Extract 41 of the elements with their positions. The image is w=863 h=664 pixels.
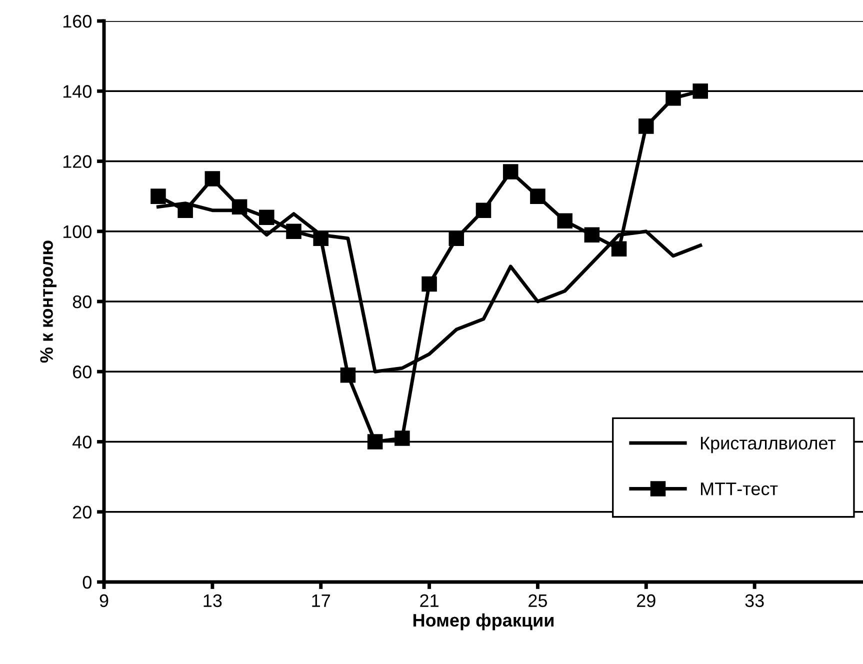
y-tick-label: 100 — [63, 225, 92, 238]
y-axis-title: % к контролю — [40, 240, 57, 363]
y-tick-label: 120 — [63, 155, 92, 168]
point — [232, 199, 248, 214]
x-tick-label: 29 — [637, 594, 656, 608]
point — [584, 227, 600, 243]
point — [557, 213, 572, 228]
legend-label: Кристаллвиолет — [701, 436, 836, 454]
x-tick-label: 25 — [528, 594, 547, 608]
point — [666, 90, 681, 106]
y-tick-label: 0 — [82, 576, 92, 589]
y-tick-label: 160 — [63, 14, 92, 28]
y-tick-label: 20 — [73, 506, 92, 519]
point — [259, 210, 274, 225]
y-tick-label: 140 — [63, 85, 92, 98]
x-tick-label: 9 — [100, 594, 108, 608]
x-tick-label: 33 — [745, 594, 764, 608]
point — [530, 188, 546, 204]
y-tick-label: 80 — [72, 295, 92, 308]
point — [367, 434, 383, 450]
y-tick-label: 40 — [72, 436, 92, 448]
x-tick-label: 13 — [204, 594, 222, 608]
point — [204, 171, 220, 186]
y-tick-label: 60 — [73, 366, 92, 378]
x-tick-label: 17 — [312, 594, 330, 607]
x-tick-label: 21 — [420, 594, 438, 607]
point — [476, 202, 492, 218]
legend-label: МТТ-тест — [701, 482, 778, 496]
point — [286, 224, 302, 240]
point — [178, 202, 193, 218]
point — [340, 367, 356, 383]
point — [394, 430, 410, 446]
point — [611, 241, 627, 257]
point — [638, 118, 654, 134]
x-axis-title: Номер фракции — [413, 613, 554, 630]
point — [692, 83, 708, 99]
point — [313, 230, 328, 246]
point — [150, 188, 166, 204]
point — [422, 276, 437, 292]
point — [502, 164, 518, 180]
point — [448, 230, 464, 246]
